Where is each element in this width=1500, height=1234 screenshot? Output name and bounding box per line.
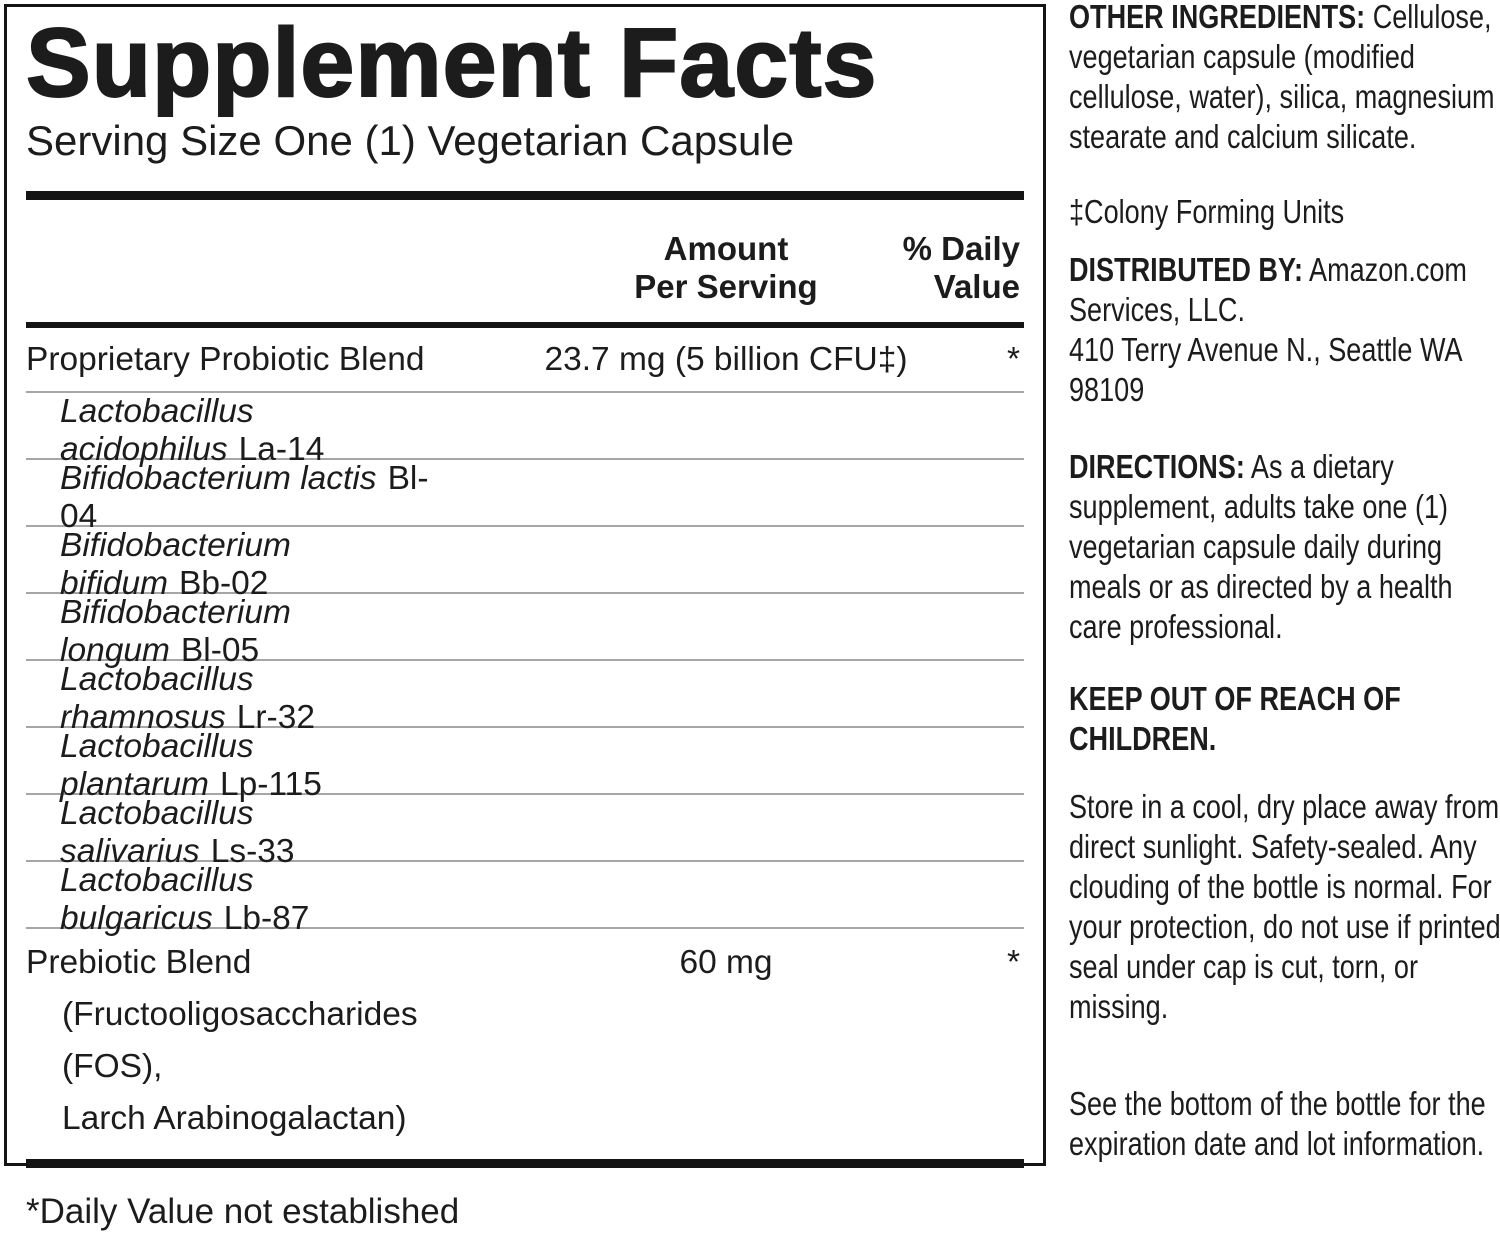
probiotic-strain-name: Lactobacillus bulgaricus Lb-87 bbox=[26, 862, 451, 938]
daily-value-cell: * bbox=[1006, 944, 1020, 981]
strain-code: Lb-87 bbox=[223, 900, 310, 937]
strain-code: Bl-05 bbox=[180, 632, 260, 669]
info-section: Store in a cool, dry place away from dir… bbox=[1069, 788, 1500, 1025]
rule-heavy-bottom bbox=[26, 1159, 1024, 1168]
table-row: Bifidobacterium longum Bl-05 bbox=[26, 592, 1024, 669]
ingredient-name-continuation: (Fructooligosaccharides (FOS), bbox=[62, 996, 418, 1085]
amount-header-line2: Per Serving bbox=[634, 268, 818, 305]
probiotic-strain-name: Lactobacillus acidophilus La-14 bbox=[26, 393, 451, 469]
amount-cell: 60 mg bbox=[679, 944, 773, 981]
strain-code: Bl-04 bbox=[60, 460, 429, 535]
table-row: Lactobacillus acidophilus La-14 bbox=[26, 391, 1024, 468]
species-name: Lactobacillus plantarum bbox=[60, 728, 254, 803]
amount-cell: 23.7 mg (5 billion CFU‡) bbox=[544, 340, 908, 378]
probiotic-strain-name: Bifidobacterium longum Bl-05 bbox=[26, 594, 451, 670]
ingredient-rows: Proprietary Probiotic Blend 23.7 mg (5 bi… bbox=[26, 328, 1024, 1159]
strain-code: Lp-115 bbox=[220, 766, 322, 803]
info-section: KEEP OUT OF REACH OF CHILDREN. bbox=[1069, 680, 1401, 757]
ingredient-name: Prebiotic Blend (Fructooligosaccharides (… bbox=[26, 937, 451, 1145]
info-section: ‡Colony Forming Units bbox=[1069, 193, 1345, 230]
species-name: Lactobacillus acidophilus bbox=[60, 393, 254, 468]
table-row: Lactobacillus bulgaricus Lb-87 bbox=[26, 860, 1024, 937]
info-section-label: DIRECTIONS: bbox=[1069, 448, 1245, 485]
daily-value-footnote: *Daily Value not established bbox=[26, 1192, 460, 1231]
info-section: DIRECTIONS: As a dietary supplement, adu… bbox=[1069, 448, 1453, 645]
table-row: Lactobacillus salivarius Ls-33 bbox=[26, 793, 1024, 870]
probiotic-strain-name: Lactobacillus salivarius Ls-33 bbox=[26, 795, 451, 871]
info-section: OTHER INGREDIENTS: Cellulose, vegetarian… bbox=[1069, 0, 1495, 155]
dv-header-line1: % Daily bbox=[902, 230, 1020, 267]
info-section: DISTRIBUTED BY: Amazon.com Services, LLC… bbox=[1069, 251, 1467, 408]
species-name: Bifidobacterium lactis bbox=[60, 460, 377, 497]
species-name: Lactobacillus salivarius bbox=[60, 795, 254, 870]
probiotic-strain-name: Bifidobacterium lactis Bl-04 bbox=[26, 460, 451, 536]
species-name: Bifidobacterium longum bbox=[60, 594, 291, 669]
table-row: Lactobacillus plantarum Lp-115 bbox=[26, 726, 1024, 803]
info-section-label: OTHER INGREDIENTS: bbox=[1069, 0, 1366, 35]
info-section: See the bottom of the bottle for the exp… bbox=[1069, 1085, 1486, 1162]
strain-code: Lr-32 bbox=[236, 699, 315, 736]
species-name: Lactobacillus bulgaricus bbox=[60, 862, 254, 937]
probiotic-strain-name: Lactobacillus plantarum Lp-115 bbox=[26, 728, 451, 804]
strain-code: Ls-33 bbox=[210, 833, 295, 870]
info-column: OTHER INGREDIENTS: Cellulose, vegetarian… bbox=[1069, 0, 1500, 1179]
table-row: Lactobacillus rhamnosus Lr-32 bbox=[26, 659, 1024, 736]
table-row: Proprietary Probiotic Blend 23.7 mg (5 bi… bbox=[26, 328, 1024, 391]
rule-medium-header bbox=[26, 322, 1024, 328]
ingredient-name-text: Proprietary Probiotic Blend bbox=[26, 340, 425, 378]
probiotic-strain-name: Lactobacillus rhamnosus Lr-32 bbox=[26, 661, 451, 737]
daily-value-header: % Daily Value bbox=[903, 230, 1020, 306]
amount-header-line1: Amount bbox=[663, 230, 789, 267]
daily-value-cell: * bbox=[1006, 340, 1020, 378]
dv-header-line2: Value bbox=[933, 268, 1020, 305]
table-row: Bifidobacterium lactis Bl-04 bbox=[26, 458, 1024, 535]
species-name: Lactobacillus rhamnosus bbox=[60, 661, 254, 736]
strain-code: La-14 bbox=[238, 431, 325, 468]
info-section-label: DISTRIBUTED BY: bbox=[1069, 251, 1304, 288]
ingredient-name-text: Prebiotic Blend bbox=[26, 944, 252, 981]
serving-size: Serving Size One (1) Vegetarian Capsule bbox=[26, 117, 795, 164]
rule-heavy-top bbox=[26, 191, 1024, 200]
amount-per-serving-header: Amount Per Serving bbox=[451, 230, 1001, 306]
panel-title: Supplement Facts bbox=[25, 8, 878, 117]
table-row: Prebiotic Blend (Fructooligosaccharides (… bbox=[26, 927, 1024, 1159]
supplement-facts-panel: Supplement Facts Serving Size One (1) Ve… bbox=[4, 4, 1046, 1231]
table-header: Amount Per Serving % Daily Value bbox=[26, 200, 1024, 322]
table-row: Bifidobacterium bifidum Bb-02 bbox=[26, 525, 1024, 602]
strain-code: Bb-02 bbox=[179, 565, 269, 602]
species-name: Bifidobacterium bifidum bbox=[60, 527, 291, 602]
ingredient-name: Proprietary Probiotic Blend bbox=[26, 341, 451, 379]
probiotic-strain-name: Bifidobacterium bifidum Bb-02 bbox=[26, 527, 451, 603]
ingredient-name-continuation: Larch Arabinogalactan) bbox=[62, 1100, 407, 1137]
